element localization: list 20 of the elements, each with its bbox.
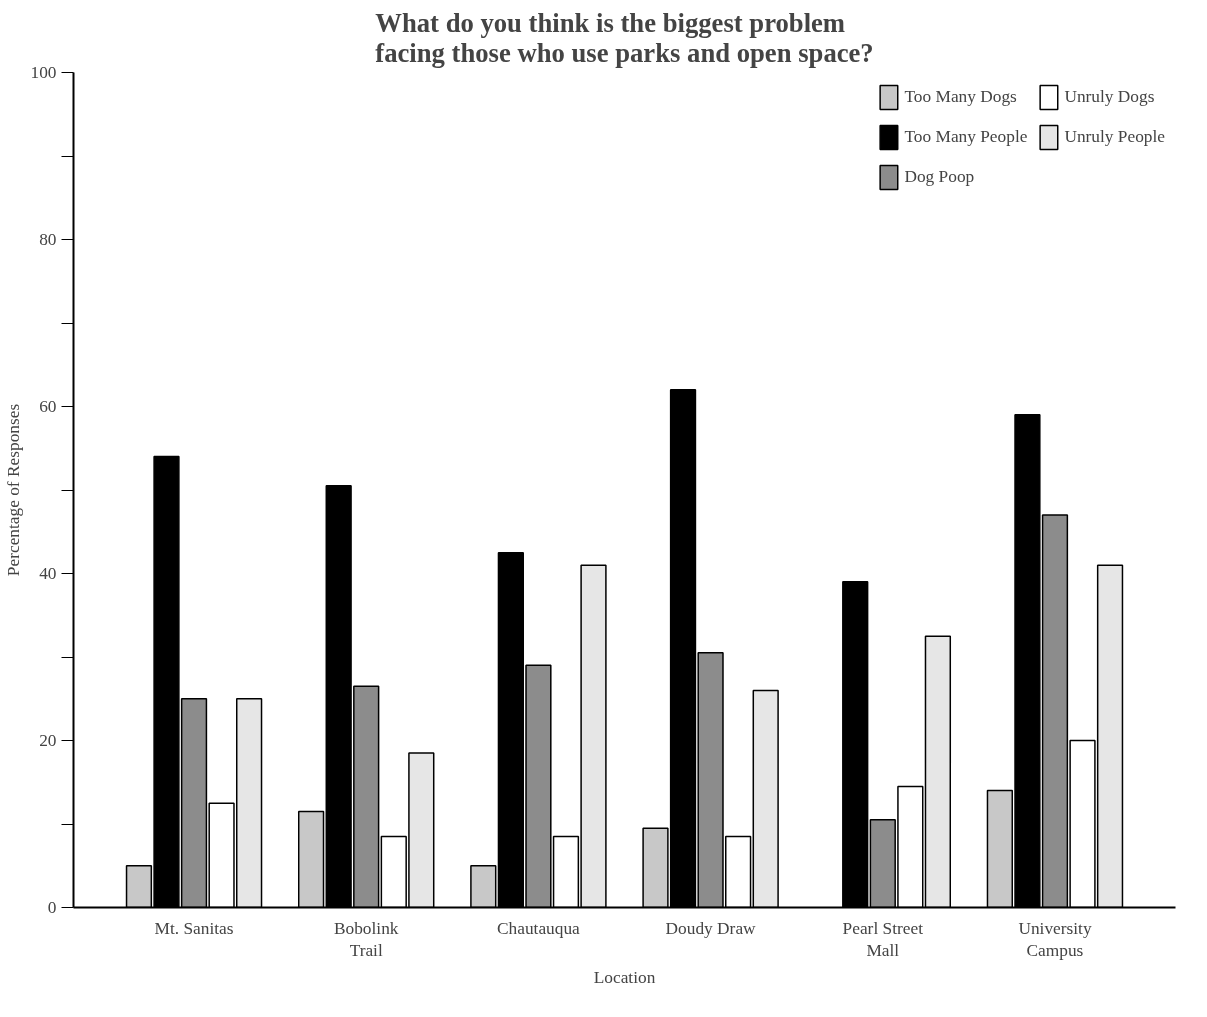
y-axis-title: Percentage of Responses <box>3 403 23 577</box>
legend-label: Unruly Dogs <box>1064 87 1155 107</box>
chart-title: What do you think is the biggest problem facing those who use parks and open space? <box>375 7 874 68</box>
legend-label: Unruly People <box>1064 127 1165 147</box>
legend-label: Too Many Dogs <box>904 87 1017 107</box>
x-tick-label: University Campus <box>1018 918 1092 961</box>
x-tick-label: Mt. Sanitas <box>154 918 234 938</box>
x-axis-title: Location <box>593 968 656 988</box>
y-tick-label: 0 <box>47 898 57 917</box>
x-tick-label: Pearl Street Mall <box>842 918 924 961</box>
x-tick-label: Chautauqua <box>497 918 581 938</box>
y-tick-label: 20 <box>39 731 57 750</box>
y-tick-label: 40 <box>39 564 57 583</box>
y-tick-label: 80 <box>39 230 57 249</box>
x-tick-label: Doudy Draw <box>665 918 757 938</box>
y-tick-label: 60 <box>39 397 57 416</box>
legend-label: Too Many People <box>904 127 1028 147</box>
legend-label: Dog Poop <box>904 167 975 187</box>
x-tick-label: Bobolink Trail <box>333 918 399 961</box>
y-tick-label: 100 <box>30 63 57 82</box>
